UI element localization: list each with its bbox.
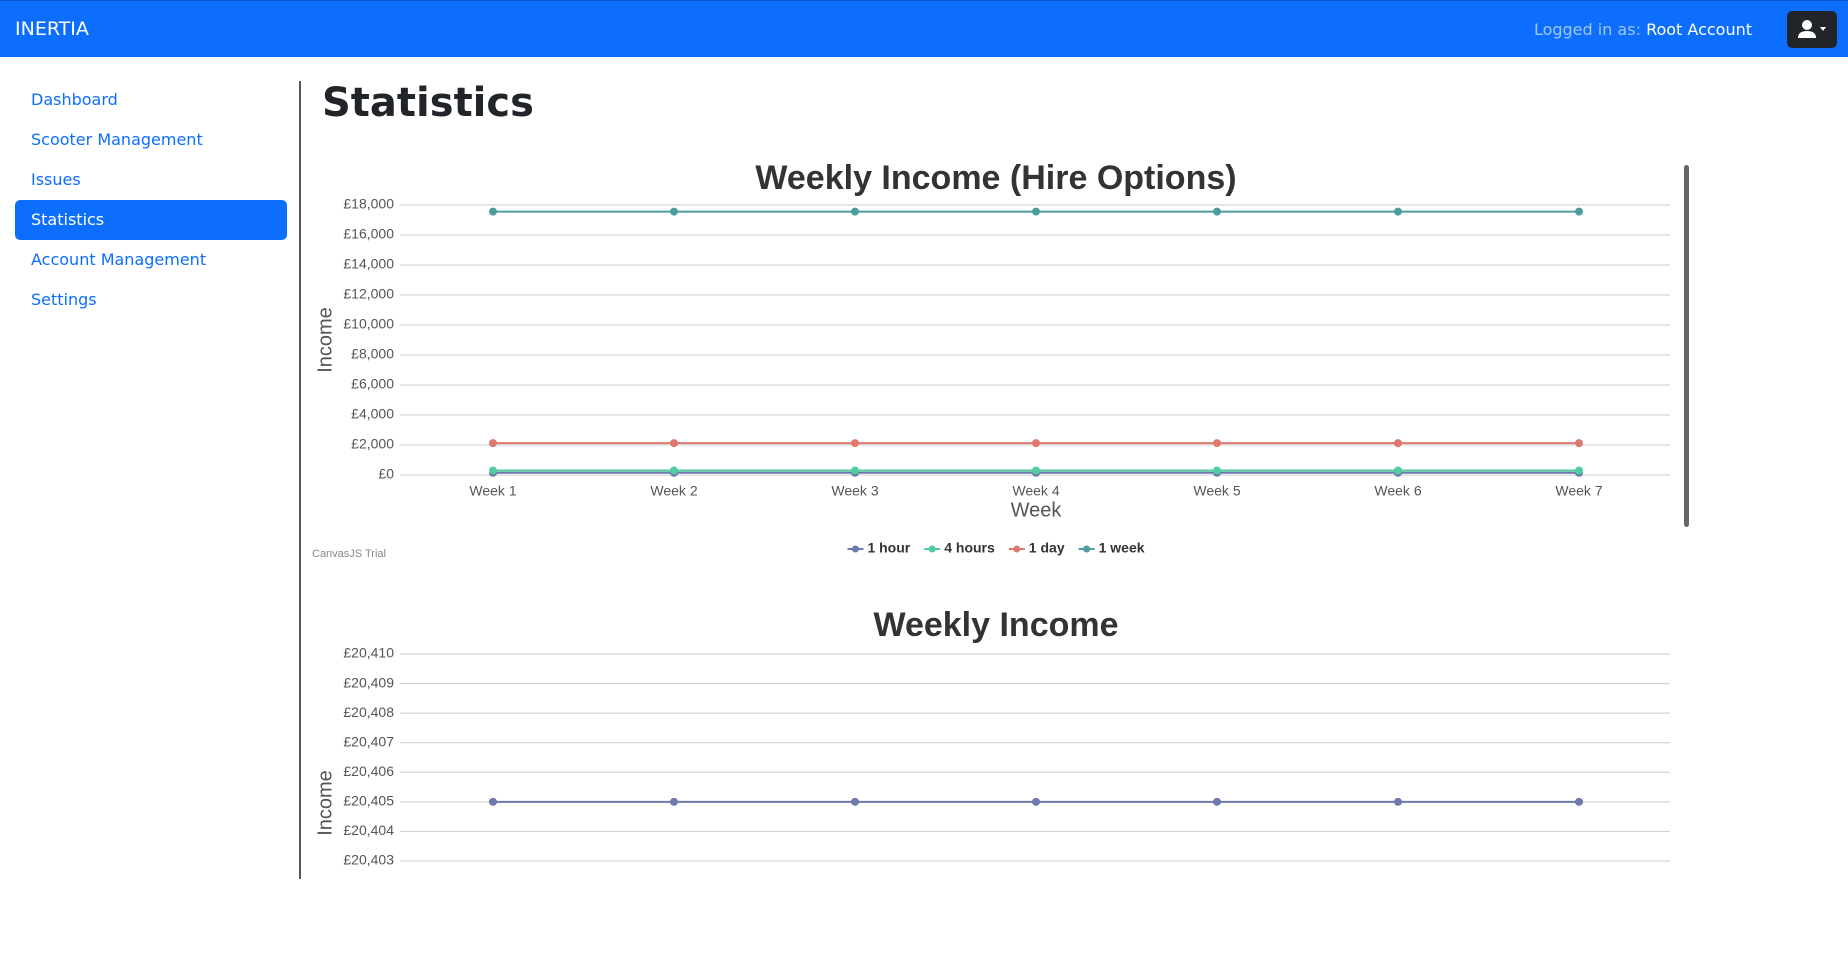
brand[interactable]: INERTIA bbox=[15, 18, 89, 40]
y-axis-label: Income bbox=[314, 770, 336, 836]
data-point bbox=[1394, 466, 1402, 475]
y-tick-label: £20,403 bbox=[343, 852, 394, 868]
data-point bbox=[489, 439, 497, 448]
y-tick-label: £12,000 bbox=[343, 286, 394, 302]
y-tick-label: £4,000 bbox=[351, 406, 394, 422]
data-point bbox=[1213, 439, 1221, 448]
scrollbar bbox=[1684, 165, 1689, 527]
data-point bbox=[1032, 797, 1040, 806]
data-point bbox=[851, 439, 859, 448]
y-tick-label: £0 bbox=[378, 466, 394, 482]
user-menu-button[interactable] bbox=[1787, 11, 1837, 48]
data-point bbox=[1575, 797, 1583, 806]
x-axis-label: Week bbox=[1011, 499, 1063, 521]
data-point bbox=[1575, 207, 1583, 216]
nav-link[interactable]: Statistics bbox=[15, 200, 287, 240]
data-point bbox=[489, 466, 497, 475]
data-point bbox=[1394, 207, 1402, 216]
nav-link[interactable]: Scooter Management bbox=[31, 130, 203, 149]
credit: CanvasJS Trial bbox=[312, 548, 386, 560]
legend: 1 hour 4 hours 1 day 1 week bbox=[847, 540, 1145, 556]
chart: Weekly Income Income £20,403 £20,404 £20,405… bbox=[314, 606, 1670, 868]
x-tick-label: Week 1 bbox=[469, 483, 516, 499]
y-tick-label: £14,000 bbox=[343, 256, 394, 272]
data-point bbox=[1213, 207, 1221, 216]
login-info: Logged in as: Root Account bbox=[1534, 20, 1752, 39]
y-tick-label: £6,000 bbox=[351, 376, 394, 392]
y-tick-label: £20,404 bbox=[343, 822, 394, 838]
user-name: Root Account bbox=[1646, 20, 1752, 39]
chart: Weekly Income (Hire Options) Income £0 £2,0… bbox=[312, 160, 1689, 560]
legend-marker bbox=[928, 545, 936, 553]
navbar: INERTIA Logged in as: Root Account bbox=[0, 0, 1848, 57]
data-point bbox=[1575, 439, 1583, 448]
user-icon bbox=[1798, 20, 1826, 38]
nav-link[interactable]: Settings bbox=[31, 290, 97, 309]
y-axis-label: Income bbox=[314, 307, 336, 373]
y-tick-label: £10,000 bbox=[343, 316, 394, 332]
sidebar: Dashboard Scooter Management Issues Statist… bbox=[15, 80, 287, 320]
data-point bbox=[851, 207, 859, 216]
data-point bbox=[1394, 439, 1402, 448]
data-point bbox=[851, 797, 859, 806]
page-title: Statistics bbox=[322, 80, 534, 126]
legend-marker bbox=[851, 545, 859, 553]
y-tick-label: £20,410 bbox=[343, 645, 394, 661]
chart-title: Weekly Income bbox=[873, 606, 1118, 644]
divider bbox=[299, 81, 301, 879]
data-point bbox=[489, 207, 497, 216]
nav-link[interactable]: Account Management bbox=[31, 250, 207, 269]
x-tick-label: Week 7 bbox=[1555, 483, 1602, 499]
y-tick-label: £20,405 bbox=[343, 793, 394, 809]
data-point bbox=[670, 797, 678, 806]
data-point bbox=[851, 466, 859, 475]
legend-label: 1 week bbox=[1099, 540, 1145, 556]
data-point bbox=[1213, 466, 1221, 475]
y-tick-label: £18,000 bbox=[343, 196, 394, 212]
data-point bbox=[1575, 466, 1583, 475]
x-tick-label: Week 6 bbox=[1374, 483, 1421, 499]
y-tick-label: £2,000 bbox=[351, 436, 394, 452]
legend-marker bbox=[1013, 545, 1021, 553]
x-tick-label: Week 5 bbox=[1193, 483, 1240, 499]
nav-link[interactable]: Issues bbox=[31, 170, 81, 189]
login-label: Logged in as: bbox=[1533, 20, 1641, 39]
data-point bbox=[1213, 797, 1221, 806]
data-point bbox=[1032, 466, 1040, 475]
x-tick-label: Week 2 bbox=[650, 483, 697, 499]
nav-link[interactable]: Dashboard bbox=[31, 90, 118, 109]
y-tick-label: £8,000 bbox=[351, 346, 394, 362]
y-tick-label: £20,409 bbox=[343, 674, 394, 690]
data-point bbox=[670, 439, 678, 448]
legend-label: 1 day bbox=[1029, 540, 1065, 556]
legend-marker bbox=[1083, 545, 1091, 553]
data-point bbox=[489, 797, 497, 806]
y-tick-label: £20,408 bbox=[343, 704, 394, 720]
x-tick-label: Week 4 bbox=[1012, 483, 1059, 499]
data-point bbox=[1032, 207, 1040, 216]
chart-title: Weekly Income (Hire Options) bbox=[755, 160, 1236, 197]
data-point bbox=[670, 207, 678, 216]
y-tick-label: £20,406 bbox=[343, 763, 394, 779]
y-tick-label: £16,000 bbox=[343, 226, 394, 242]
data-point bbox=[670, 466, 678, 475]
y-tick-label: £20,407 bbox=[343, 733, 394, 749]
legend-label: 4 hours bbox=[944, 540, 995, 556]
legend-label: 1 hour bbox=[867, 540, 910, 556]
data-point bbox=[1032, 439, 1040, 448]
x-tick-label: Week 3 bbox=[831, 483, 878, 499]
data-point bbox=[1394, 797, 1402, 806]
